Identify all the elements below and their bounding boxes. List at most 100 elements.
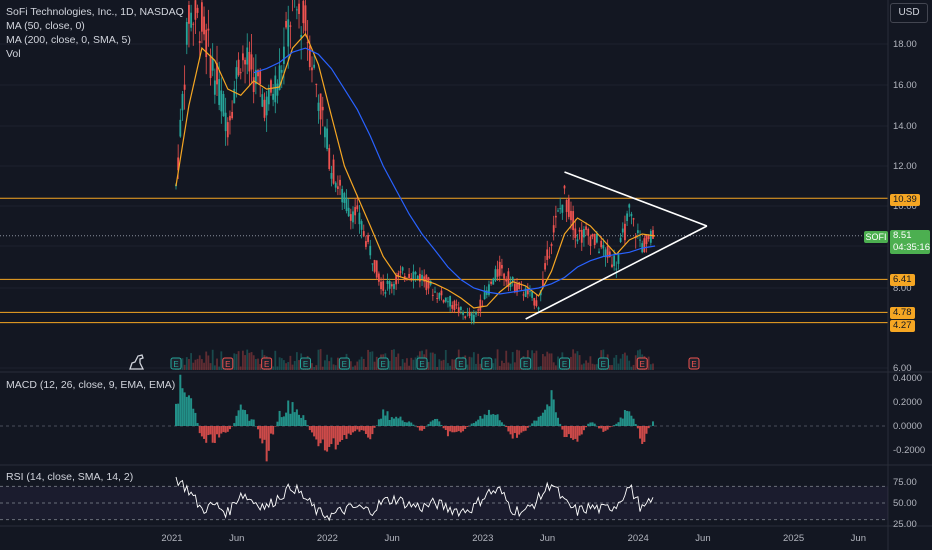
volume-bar [388,360,391,370]
macd-axis[interactable]: 0.4000 0.2000 0.0000 -0.2000 [893,373,925,456]
currency-button[interactable]: USD [890,3,928,23]
volume-bar [352,366,354,370]
macd-histogram-bar [619,417,622,426]
macd-histogram-bar [451,426,454,433]
price-candle [181,93,184,111]
macd-histogram-bar [181,388,184,426]
price-candle [414,272,417,275]
price-candle [283,46,285,64]
price-candle [205,29,208,58]
volume-bar [332,364,335,370]
macd-histogram-bar [421,426,424,431]
macd-pane [0,374,888,462]
volume-bar [365,366,367,370]
event-marker-box [559,357,570,370]
price-candle [522,294,525,296]
volume-bar [587,362,590,370]
ma200-legend[interactable]: MA (200, close, 0, SMA, 5) [6,34,131,46]
macd-histogram-bar [390,417,393,426]
event-marker-box [300,357,311,370]
macd-histogram-bar [179,374,182,426]
macd-histogram-bar [580,426,583,435]
ticker-badge: SOFI [864,231,888,243]
volume-bar [608,365,611,370]
price-candle [457,307,460,313]
price-candle [287,19,290,47]
price-candle [388,281,391,289]
macd-histogram-bar [358,426,361,432]
macd-histogram-bar [228,426,231,430]
macd-histogram-bar [565,426,568,438]
volume-bar [410,357,413,370]
rsi-legend[interactable]: RSI (14, close, SMA, 14, 2) [6,471,134,483]
macd-histogram-bar [194,412,197,426]
volume-bar [328,361,331,370]
macd-histogram-bar [289,413,292,426]
macd-histogram-bar [455,426,458,432]
price-candle [636,230,639,233]
time-axis[interactable]: 2021 Jun 2022 Jun 2023 Jun 2024 Jun 2025 Jun [161,533,866,544]
price-candle [334,182,337,188]
triangle-drawing[interactable] [525,171,708,320]
volume-bar [546,351,549,370]
macd-histogram-bar [397,418,400,426]
symbol-title[interactable]: SoFi Technologies, Inc., 1D, NASDAQ [6,6,184,18]
macd-histogram-bar [203,426,206,439]
macd-histogram-bar [468,425,471,427]
price-axis-label: 6.00 [893,363,912,374]
volume-bar [272,366,275,370]
volume-bar [496,349,499,370]
price-candle [289,25,292,27]
macd-histogram-bar [216,426,219,435]
price-candle [272,93,275,100]
macd-histogram-bar [339,426,342,442]
volume-bar [511,352,514,370]
price-candle [570,210,572,221]
price-candle [418,273,421,282]
price-candle [559,208,562,210]
volume-bar [291,364,294,370]
price-candle [308,45,311,68]
price-candle [462,312,464,315]
ma50-legend[interactable]: MA (50, close, 0) [6,20,85,32]
volume-bar [233,353,236,370]
dino-icon[interactable] [128,353,146,370]
macd-histogram-bar [572,426,575,440]
price-candle [343,193,346,203]
macd-histogram-bar [434,419,436,426]
event-marker: E [416,357,428,370]
macd-histogram-bar [401,420,404,426]
price-candle [298,3,300,14]
rsi-axis[interactable]: 75.00 50.00 25.00 [893,477,917,530]
macd-histogram-bar [576,426,579,442]
price-candle [386,281,389,284]
price-candle [295,9,298,11]
rsi-line [175,476,654,522]
macd-histogram-bar [477,419,480,426]
time-axis-label: Jun [851,533,866,544]
price-candle [509,281,512,287]
price-candle [611,264,613,267]
volume-bar [362,358,365,370]
price-candle [339,179,341,186]
macd-legend[interactable]: MACD (12, 26, close, 9, EMA, EMA) [6,379,176,391]
macd-histogram-bar [200,426,203,437]
price-candle [347,207,350,217]
ma200-line [253,47,656,295]
volume-bar [492,363,495,370]
volume-legend[interactable]: Vol [6,48,21,60]
price-candle [239,72,242,74]
price-candle [352,211,354,223]
price-candle [434,291,436,293]
volume-bar [393,349,395,370]
volume-bar [373,361,376,370]
macd-histogram-bar [269,426,272,434]
price-candle [490,281,493,284]
price-axis[interactable]: 18.00 16.00 14.00 12.00 10.00 8.00 6.00 2.00 [893,0,917,374]
macd-histogram-bar [585,426,588,428]
volume-bar [408,365,410,370]
price-candle [647,235,650,240]
macd-histogram-bar [265,426,268,462]
price-candle [455,304,458,306]
